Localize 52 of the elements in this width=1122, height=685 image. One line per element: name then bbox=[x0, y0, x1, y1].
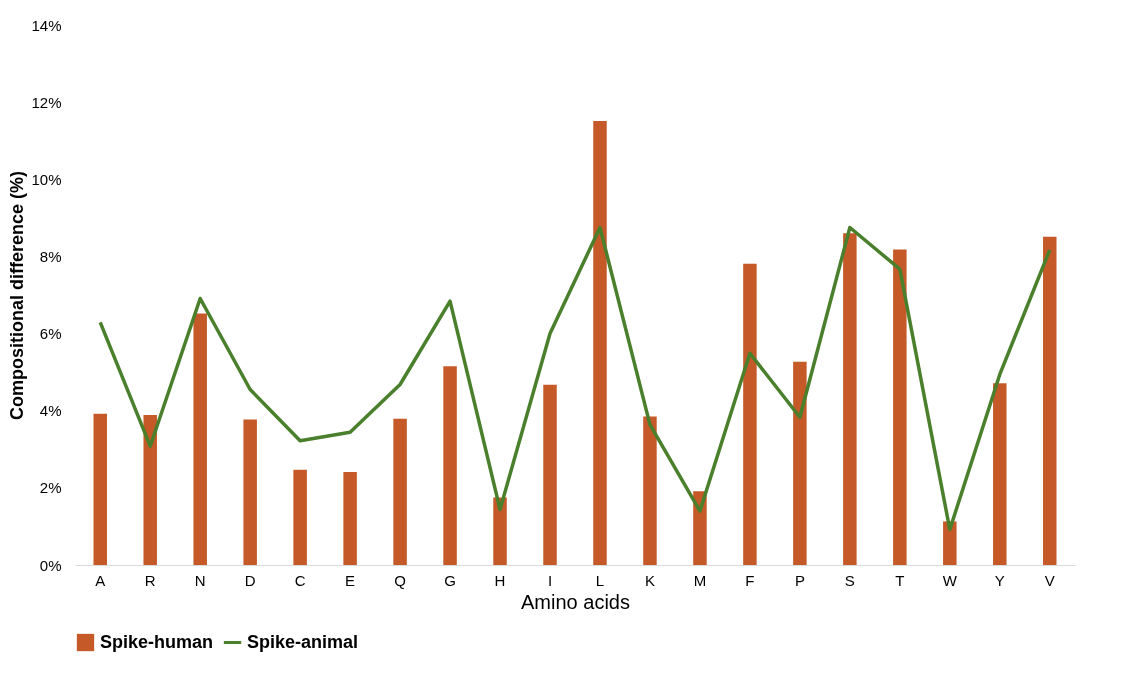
x-tick-label: V bbox=[1044, 571, 1055, 589]
bar bbox=[93, 413, 107, 565]
bar bbox=[643, 416, 657, 565]
x-tick-label: T bbox=[895, 571, 905, 589]
legend-label: Spike-animal bbox=[247, 631, 359, 652]
bar bbox=[743, 263, 757, 565]
bar bbox=[443, 366, 457, 565]
bar bbox=[893, 249, 907, 565]
legend-label: Spike-human bbox=[100, 631, 214, 652]
bar bbox=[1043, 236, 1057, 565]
x-tick-label: P bbox=[794, 571, 805, 589]
bar bbox=[243, 419, 257, 565]
bar bbox=[393, 418, 407, 565]
x-tick-label: K bbox=[644, 571, 655, 589]
x-tick-label: R bbox=[144, 571, 156, 589]
x-tick-label: I bbox=[547, 571, 553, 589]
x-tick-label: H bbox=[494, 571, 506, 589]
x-tick-label: A bbox=[95, 571, 106, 589]
x-tick-label: Y bbox=[994, 571, 1005, 589]
bar bbox=[143, 414, 157, 565]
bar bbox=[193, 313, 207, 565]
x-tick-label: W bbox=[942, 571, 958, 589]
bar bbox=[943, 521, 957, 565]
line-series bbox=[98, 225, 1052, 532]
bar bbox=[543, 384, 557, 565]
x-tick-label: L bbox=[595, 571, 605, 589]
y-tick-label: 0% bbox=[39, 556, 62, 574]
y-tick-label: 4% bbox=[39, 402, 62, 420]
y-tick-label: 14% bbox=[31, 16, 62, 34]
bar bbox=[993, 383, 1007, 565]
y-tick-label: 2% bbox=[39, 479, 62, 497]
bar bbox=[343, 472, 357, 565]
x-tick-label: D bbox=[244, 571, 256, 589]
x-tick-label: E bbox=[345, 571, 356, 589]
x-tick-label: S bbox=[844, 571, 855, 589]
x-tick-label: Q bbox=[394, 571, 406, 589]
bar bbox=[493, 497, 507, 565]
x-tick-label: N bbox=[194, 571, 206, 589]
x-tick-label: M bbox=[693, 571, 707, 589]
bar bbox=[793, 361, 807, 565]
x-tick-label: F bbox=[745, 571, 755, 589]
x-tick-label: G bbox=[444, 571, 456, 589]
x-axis-title: Amino acids bbox=[521, 590, 630, 613]
x-tick-label: C bbox=[294, 571, 306, 589]
y-tick-label: 12% bbox=[31, 93, 62, 111]
y-tick-label: 8% bbox=[39, 247, 62, 265]
y-tick-label: 10% bbox=[31, 170, 62, 188]
bar bbox=[593, 121, 607, 565]
y-tick-label: 6% bbox=[39, 325, 62, 343]
y-axis-title: Compositional difference (%) bbox=[7, 170, 28, 421]
bar bbox=[293, 469, 307, 565]
bar bbox=[843, 233, 857, 565]
